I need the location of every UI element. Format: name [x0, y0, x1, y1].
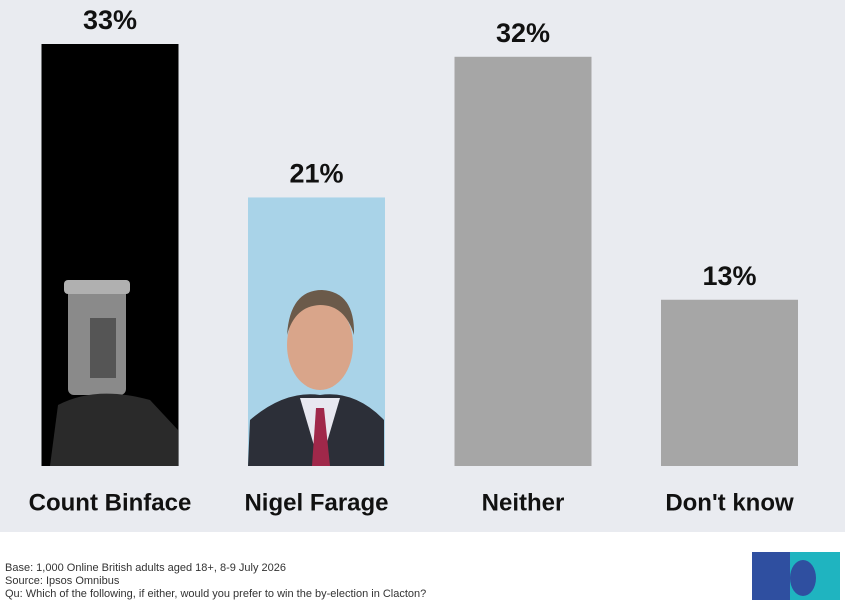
value-label: 13%: [702, 261, 756, 291]
bin-lid: [64, 280, 130, 294]
category-label: Count Binface: [29, 489, 192, 516]
photo-binface: [50, 280, 178, 466]
category-label: Neither: [482, 489, 565, 516]
bin-visor: [90, 318, 116, 378]
value-label: 33%: [83, 5, 137, 35]
logo: [752, 552, 840, 600]
photo-farage: [248, 290, 384, 466]
bar: [661, 299, 798, 466]
footnote: Qu: Which of the following, if either, w…: [5, 588, 426, 600]
value-label: 21%: [289, 159, 343, 189]
category-label: Nigel Farage: [244, 489, 388, 516]
face: [287, 300, 353, 390]
footnote: Source: Ipsos Omnibus: [5, 575, 120, 587]
tie: [312, 408, 330, 466]
category-label: Don't know: [665, 489, 794, 516]
bin-body: [50, 393, 178, 466]
footnote: Base: 1,000 Online British adults aged 1…: [5, 562, 286, 574]
hair: [287, 290, 355, 335]
value-label: 32%: [496, 18, 550, 48]
bar: [454, 56, 592, 467]
